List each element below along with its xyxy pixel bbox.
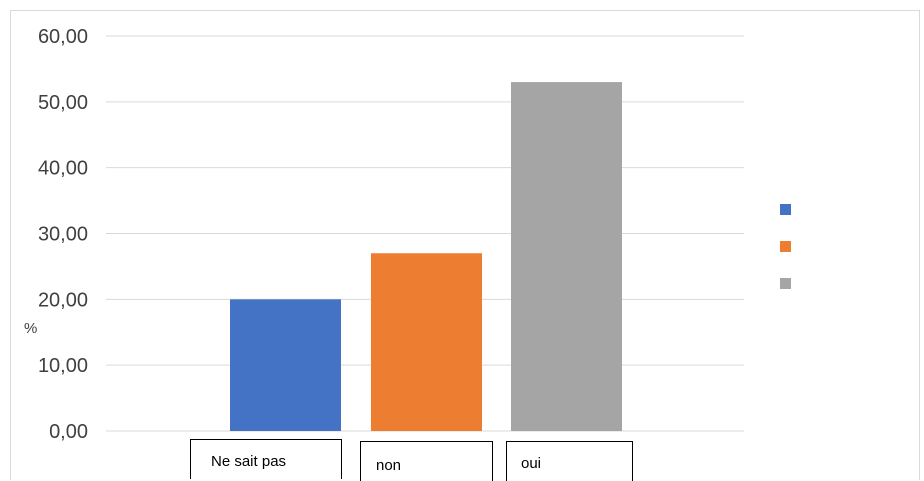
category-label-box: non <box>360 441 493 481</box>
legend-swatch <box>780 241 791 252</box>
y-tick-label: 50,00 <box>38 92 88 114</box>
y-tick-label: 20,00 <box>38 289 88 311</box>
bar-oui <box>511 82 622 431</box>
category-label-box: oui <box>506 441 633 481</box>
y-axis-label: % <box>24 320 37 337</box>
y-tick-label: 10,00 <box>38 355 88 377</box>
category-label: non <box>376 457 402 474</box>
category-label: Ne sait pas <box>211 453 287 470</box>
y-tick-label: 60,00 <box>38 26 88 48</box>
chart-frame <box>10 10 920 480</box>
bar-non <box>371 253 482 431</box>
legend <box>780 204 791 289</box>
y-tick-label: 0,00 <box>49 421 88 443</box>
y-axis-ticks: 0,00 10,00 20,00 30,00 40,00 50,00 60,00 <box>38 26 88 443</box>
legend-swatch <box>780 278 791 289</box>
bars <box>230 82 622 431</box>
bar-ne-sait-pas <box>230 299 341 431</box>
category-label: oui <box>521 455 542 472</box>
y-tick-label: 40,00 <box>38 158 88 180</box>
category-label-box: Ne sait pas <box>190 439 342 479</box>
y-tick-label: 30,00 <box>38 224 88 246</box>
legend-swatch <box>780 204 791 215</box>
